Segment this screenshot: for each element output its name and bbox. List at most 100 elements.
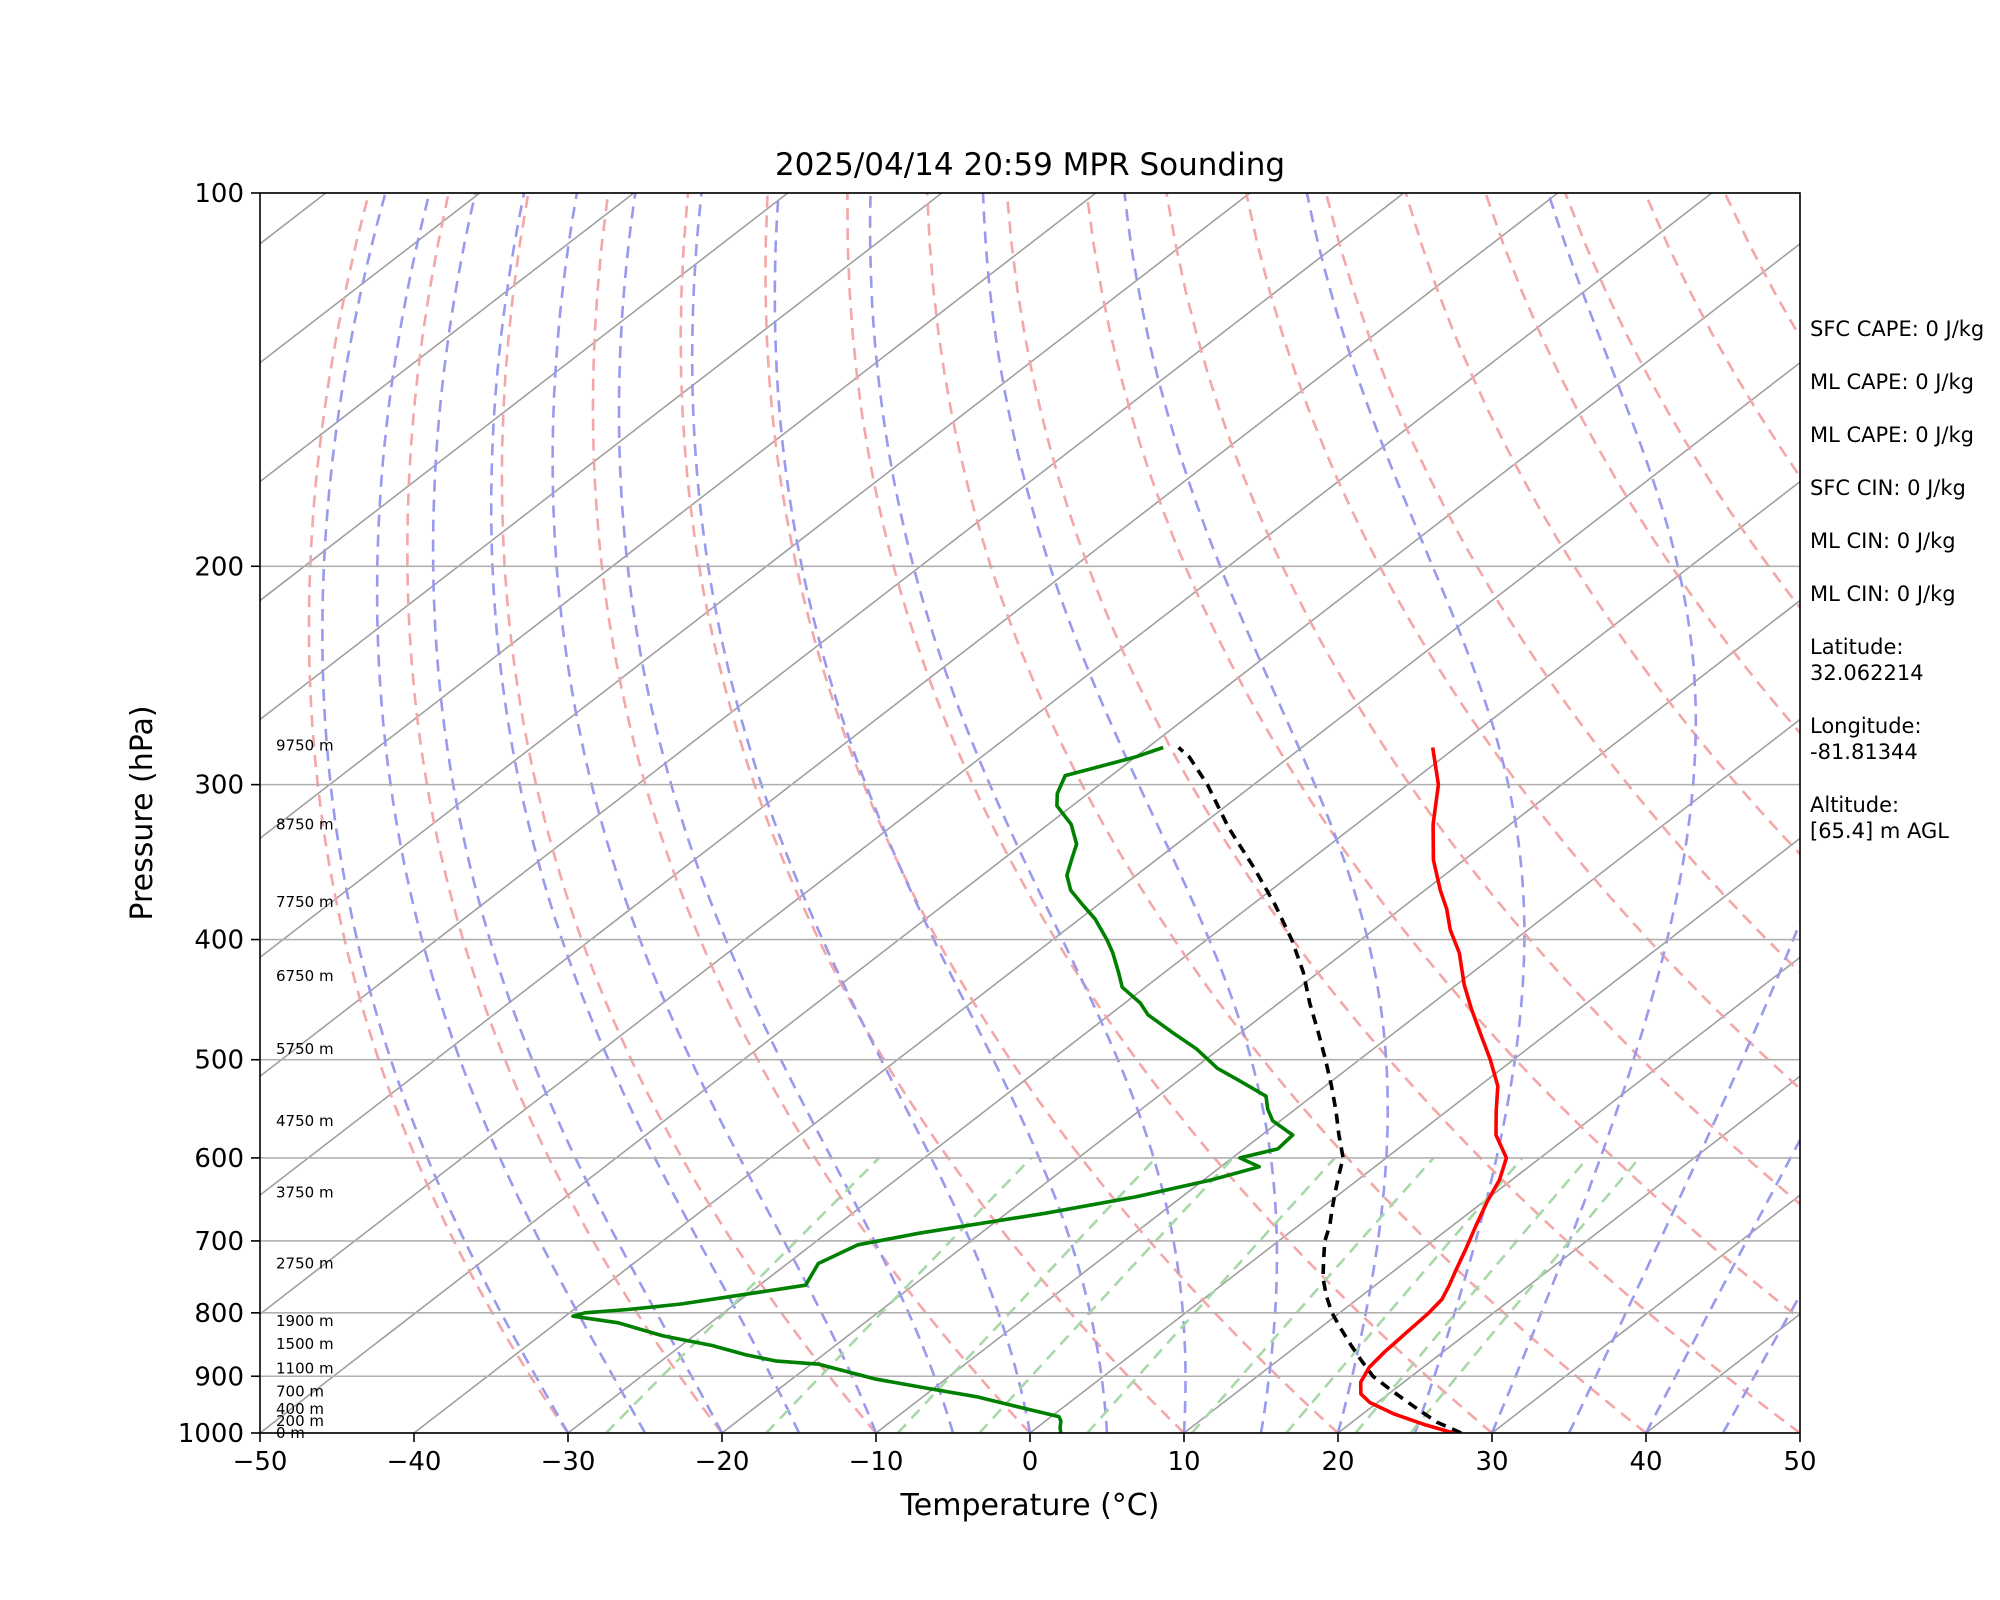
parcel-profile-line xyxy=(1177,746,1462,1433)
x-tick-label: −20 xyxy=(695,1447,750,1477)
altitude-tick-label: 7750 m xyxy=(276,893,334,911)
plot-frame xyxy=(259,192,1801,1434)
isotherm-line xyxy=(260,193,327,245)
mixing-ratio-line xyxy=(1190,1157,1435,1433)
moist-adiabat-line xyxy=(375,193,647,1433)
y-tick-label: 200 xyxy=(194,552,244,582)
altitude-tick-label: 400 m xyxy=(276,1400,324,1418)
latitude-label: Latitude: 32.062214 xyxy=(1810,634,2000,686)
dry-adiabat-line xyxy=(307,193,570,1433)
mixing-ratio-line xyxy=(1285,1157,1524,1433)
series-layer xyxy=(571,745,1509,1433)
sfc-cin-label: SFC CIN: 0 J/kg xyxy=(1810,476,1966,500)
isotherm-line xyxy=(260,193,1405,1078)
x-tick-label: 40 xyxy=(1629,1447,1662,1477)
altitude-value: [65.4] m AGL xyxy=(1810,819,1949,843)
isotherm-line xyxy=(875,718,1800,1433)
isotherm-line xyxy=(260,193,1097,840)
y-tick-label: 1000 xyxy=(178,1419,244,1449)
longitude-value: -81.81344 xyxy=(1810,740,1918,764)
moist-adiabat-line xyxy=(773,193,1109,1433)
y-axis-label: Pressure (hPa) xyxy=(125,705,160,920)
altitude-tick-label: 5750 m xyxy=(276,1040,334,1058)
moist-adiabat-line xyxy=(617,193,955,1433)
ml-cin-label-2: ML CIN: 0 J/kg xyxy=(1810,582,1956,606)
x-tick-label: −40 xyxy=(387,1447,442,1477)
altitude-tick-label: 2750 m xyxy=(276,1255,334,1273)
altitude-tick-label: 0 m xyxy=(276,1424,305,1442)
altitude-tick-label: 8750 m xyxy=(276,815,334,833)
altitude-tick-label: 1900 m xyxy=(276,1312,334,1330)
moist-adiabat-line xyxy=(1721,1292,1800,1433)
dry-adiabat-line xyxy=(1085,193,1800,1321)
background-lines xyxy=(260,193,1800,1433)
altitude-tick-label: 700 m xyxy=(276,1383,324,1401)
moist-adiabat-line xyxy=(981,193,1279,1433)
isotherm-line xyxy=(260,193,1713,1316)
altitude-tick-label: 4750 m xyxy=(276,1112,334,1130)
y-tick-label: 100 xyxy=(194,179,244,209)
sfc-cape-label: SFC CAPE: 0 J/kg xyxy=(1810,317,1985,341)
altitude-tick-label: 9750 m xyxy=(276,737,334,755)
dry-adiabat-line xyxy=(1324,193,1800,975)
dry-adiabat-line xyxy=(1404,193,1800,856)
y-tick-label: 600 xyxy=(194,1144,244,1174)
altitude-tick-label: 3750 m xyxy=(276,1184,334,1202)
moist-adiabat-line xyxy=(489,193,801,1433)
altitude-tick-label: 200 m xyxy=(276,1412,324,1430)
isotherm-line xyxy=(260,193,1559,1197)
x-tick-label: 30 xyxy=(1475,1447,1508,1477)
y-tick-label: 400 xyxy=(194,926,244,956)
isotherm-line xyxy=(1029,837,1800,1433)
y-axis-ticks: 100 200 300 400 500 600 700 800 900 1000 xyxy=(178,179,260,1449)
isotherm-line xyxy=(1491,1194,1800,1433)
y-tick-label: 800 xyxy=(194,1299,244,1329)
isotherm-line xyxy=(1183,956,1800,1433)
dry-adiabat-line xyxy=(679,193,1185,1433)
dry-adiabat-line xyxy=(1484,193,1800,735)
isotherm-line xyxy=(567,480,1800,1433)
altitude-tick-label: 1100 m xyxy=(276,1359,334,1377)
moist-adiabat-line xyxy=(690,193,1032,1433)
moist-adiabat-line xyxy=(1490,193,1698,1433)
isotherm-line xyxy=(721,599,1800,1433)
mixing-ratio-line xyxy=(1409,1157,1641,1433)
isotherm-line xyxy=(260,193,789,602)
dry-adiabat-line xyxy=(1005,193,1800,1433)
sounding-info-panel: SFC CAPE: 0 J/kg ML CAPE: 0 J/kg ML CAPE… xyxy=(1810,316,2000,871)
x-tick-label: 50 xyxy=(1783,1447,1816,1477)
x-axis-ticks: −50 −40 −30 −20 −10 0 10 20 30 40 50 xyxy=(233,1433,1817,1477)
altitude-tick-label: 1500 m xyxy=(276,1335,334,1353)
y-tick-label: 700 xyxy=(194,1227,244,1257)
longitude-label: Longitude: -81.81344 xyxy=(1810,713,2000,765)
x-tick-label: 10 xyxy=(1167,1447,1200,1477)
temperature-line xyxy=(1358,747,1509,1433)
x-tick-label: 0 xyxy=(1022,1447,1039,1477)
x-axis-label: Temperature (°C) xyxy=(900,1488,1160,1523)
x-tick-label: −50 xyxy=(233,1447,288,1477)
pressure-gridlines xyxy=(260,192,1800,1434)
ml-cape-label-2: ML CAPE: 0 J/kg xyxy=(1810,423,1975,447)
dry-adiabat-line xyxy=(846,193,1493,1433)
mixing-ratio-line xyxy=(978,1157,1235,1433)
dry-adiabat-line xyxy=(591,193,1031,1433)
mixing-ratio-line xyxy=(1354,1157,1589,1433)
moist-adiabat-line xyxy=(321,193,570,1433)
isotherm-line xyxy=(413,361,1800,1433)
chart-title: 2025/04/14 20:59 MPR Sounding xyxy=(775,147,1285,183)
y-tick-label: 300 xyxy=(194,771,244,801)
dry-adiabat-line xyxy=(764,193,1339,1433)
altitude-label: Altitude: [65.4] m AGL xyxy=(1810,792,2000,844)
dry-adiabat-line xyxy=(1244,193,1800,1091)
moist-adiabat-line xyxy=(551,193,878,1433)
moist-adiabat-line xyxy=(1123,193,1389,1433)
moist-adiabat-line xyxy=(868,193,1187,1433)
moist-adiabat-line xyxy=(431,193,724,1433)
dry-adiabat-line xyxy=(406,193,724,1433)
isotherm-line xyxy=(260,193,635,483)
dewpoint-line xyxy=(571,745,1295,1433)
y-tick-label: 900 xyxy=(194,1362,244,1392)
x-tick-label: 20 xyxy=(1321,1447,1354,1477)
